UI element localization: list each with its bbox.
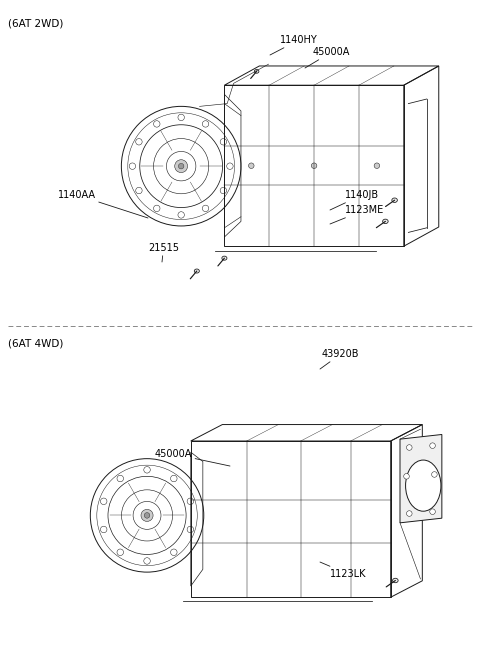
Ellipse shape <box>129 163 136 169</box>
Text: 1123ME: 1123ME <box>330 205 384 224</box>
Ellipse shape <box>178 212 184 218</box>
Ellipse shape <box>407 511 412 516</box>
Ellipse shape <box>374 163 380 169</box>
Ellipse shape <box>406 460 441 511</box>
Ellipse shape <box>383 219 388 224</box>
Ellipse shape <box>430 443 435 449</box>
Text: (6AT 2WD): (6AT 2WD) <box>8 18 63 28</box>
Ellipse shape <box>220 138 227 145</box>
Ellipse shape <box>144 512 150 518</box>
Ellipse shape <box>144 558 150 564</box>
Ellipse shape <box>117 475 123 482</box>
Ellipse shape <box>222 256 227 260</box>
Ellipse shape <box>117 549 123 556</box>
Ellipse shape <box>170 475 177 482</box>
Text: 21515: 21515 <box>148 243 179 262</box>
Bar <box>191 441 391 597</box>
Ellipse shape <box>154 205 160 212</box>
Text: 43920B: 43920B <box>320 349 360 369</box>
Ellipse shape <box>194 269 199 273</box>
Ellipse shape <box>220 188 227 194</box>
Text: (6AT 4WD): (6AT 4WD) <box>8 338 63 348</box>
Ellipse shape <box>392 198 397 203</box>
Ellipse shape <box>100 526 107 533</box>
Ellipse shape <box>249 163 254 169</box>
Ellipse shape <box>404 474 409 479</box>
Ellipse shape <box>254 70 259 73</box>
Ellipse shape <box>432 472 437 478</box>
Ellipse shape <box>141 509 153 522</box>
Ellipse shape <box>154 121 160 127</box>
Text: 45000A: 45000A <box>155 449 230 466</box>
Text: 45000A: 45000A <box>305 47 350 68</box>
Ellipse shape <box>187 526 193 533</box>
Ellipse shape <box>202 121 209 127</box>
Polygon shape <box>400 434 442 523</box>
Ellipse shape <box>144 466 150 473</box>
Bar <box>225 85 404 246</box>
Text: 1140HY: 1140HY <box>270 35 318 55</box>
Text: 1140JB: 1140JB <box>330 190 379 210</box>
Ellipse shape <box>407 445 412 450</box>
Ellipse shape <box>227 163 233 169</box>
Ellipse shape <box>179 163 184 169</box>
Ellipse shape <box>430 509 435 514</box>
Ellipse shape <box>175 159 188 173</box>
Ellipse shape <box>178 114 184 121</box>
Text: 1140AA: 1140AA <box>58 190 148 218</box>
Ellipse shape <box>187 498 193 504</box>
Ellipse shape <box>136 138 142 145</box>
Ellipse shape <box>202 205 209 212</box>
Ellipse shape <box>100 498 107 504</box>
Ellipse shape <box>170 549 177 556</box>
Ellipse shape <box>393 578 398 583</box>
Ellipse shape <box>312 163 317 169</box>
Ellipse shape <box>136 188 142 194</box>
Text: 1123LK: 1123LK <box>320 562 367 579</box>
